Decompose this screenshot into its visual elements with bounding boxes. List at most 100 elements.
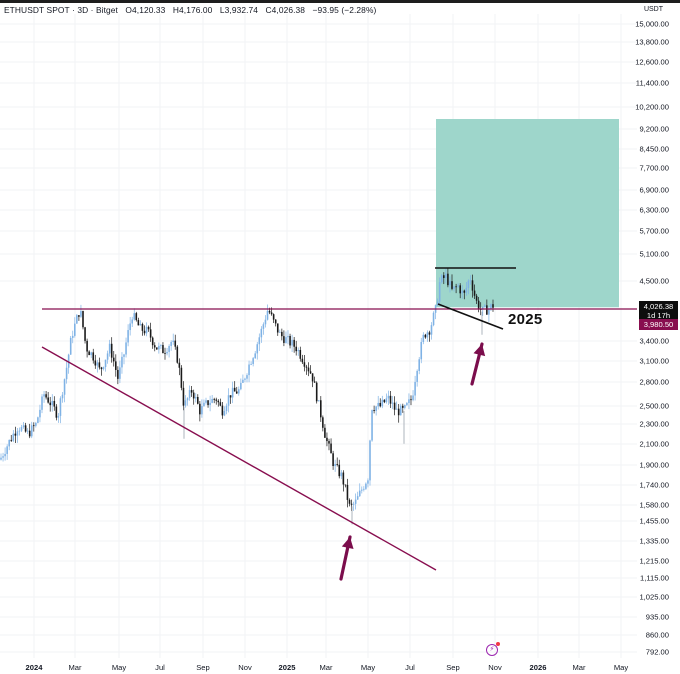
candle-body — [336, 464, 338, 465]
candle-body — [414, 381, 416, 396]
candle-body — [153, 345, 156, 348]
current-price-tag: 4,026.38 1d 17h — [639, 301, 678, 321]
candle-body — [94, 360, 97, 366]
candle-body — [135, 313, 138, 321]
price-axis-label: 7,700.00 — [639, 163, 669, 173]
candle-body — [65, 367, 68, 380]
price-axis[interactable]: USDT 15,000.00 13,800.00 12,600.00 11,400.0… — [635, 0, 680, 674]
candle-body — [53, 400, 56, 407]
horizontal-line-price-tag: 3,980.50 — [639, 319, 678, 330]
price-axis-label: 1,455.00 — [639, 516, 669, 526]
candle-body — [84, 327, 86, 341]
candle-body — [264, 319, 267, 325]
time-axis-label: May — [111, 663, 127, 672]
price-axis-label: 13,800.00 — [635, 37, 669, 47]
candle-body — [209, 402, 211, 406]
candle-body — [369, 440, 371, 481]
candle-body — [455, 286, 457, 288]
price-axis-label: 1,740.00 — [639, 480, 669, 490]
candle-body — [410, 399, 412, 401]
price-axis-label: 12,600.00 — [635, 57, 669, 67]
candle-body — [447, 273, 449, 286]
time-axis-label: May — [360, 663, 376, 672]
candle-body — [8, 439, 10, 447]
candle-body — [246, 375, 248, 379]
price-axis-label: 9,200.00 — [639, 124, 669, 134]
window-top-border — [0, 0, 680, 3]
candle-body — [297, 349, 300, 352]
legend-change: −93.95 (−2.28%) — [312, 5, 377, 15]
candle-body — [260, 328, 263, 338]
candle-body — [2, 456, 4, 458]
candle-body — [418, 359, 420, 371]
candle-body — [55, 406, 58, 418]
price-axis-label: 935.00 — [645, 612, 669, 622]
candle-body — [131, 319, 133, 324]
candle-body — [303, 362, 306, 367]
candle-body — [164, 353, 166, 354]
price-axis-label: 1,335.00 — [639, 536, 669, 546]
candle-body — [194, 397, 197, 399]
price-axis-label: 1,580.00 — [639, 500, 669, 510]
candle-body — [217, 400, 220, 403]
candle-body — [475, 295, 478, 301]
time-axis-label: 2024 — [25, 663, 43, 672]
candle-body — [334, 464, 336, 467]
time-axis-label: Nov — [238, 663, 252, 672]
candle-body — [274, 319, 277, 324]
candle-body — [45, 394, 47, 398]
price-axis-label: 2,500.00 — [639, 401, 669, 411]
candle-body — [281, 331, 283, 337]
candle-body — [287, 335, 289, 338]
candle-body — [416, 370, 418, 382]
candle-body — [422, 334, 425, 342]
candle-body — [110, 343, 113, 358]
candle-body — [0, 457, 2, 460]
candle-body — [223, 410, 226, 416]
legend-high: H4,176.00 — [172, 5, 213, 15]
time-axis-label: Mar — [68, 663, 82, 672]
candle-body — [445, 273, 447, 278]
candle-body — [293, 339, 295, 347]
candle-body — [139, 324, 142, 326]
candle-body — [248, 364, 250, 376]
candle-body — [86, 340, 88, 352]
candle-body — [358, 490, 361, 497]
candle-body — [332, 453, 334, 467]
candle-body — [88, 351, 90, 356]
time-axis-label: Sep — [446, 663, 460, 672]
candle-body — [315, 382, 318, 402]
candle-body — [227, 395, 230, 406]
candle-body — [172, 340, 174, 343]
candle-body — [301, 358, 304, 363]
candle-body — [436, 301, 439, 306]
candle-body — [457, 285, 459, 287]
candle-body — [326, 437, 328, 442]
lightning-icon[interactable]: ⚡ — [486, 642, 500, 656]
price-axis-label: 4,500.00 — [639, 276, 669, 286]
candle-body — [90, 352, 92, 356]
price-axis-label: 1,025.00 — [639, 592, 669, 602]
price-axis-label: 5,100.00 — [639, 249, 669, 259]
candle-body — [389, 395, 392, 404]
candle-body — [346, 484, 349, 500]
bar-countdown: 1d 17h — [646, 311, 671, 320]
candle-body — [215, 399, 218, 401]
candle-body — [385, 398, 388, 403]
candle-body — [477, 300, 480, 310]
candle-body — [387, 395, 390, 399]
current-price: 4,026.38 — [643, 302, 674, 311]
candle-body — [342, 472, 345, 485]
candle-body — [459, 285, 461, 294]
candle-body — [307, 367, 310, 372]
candle-body — [461, 290, 464, 294]
time-axis-label: Nov — [488, 663, 502, 672]
candle-body — [213, 398, 215, 400]
candle-body — [399, 405, 402, 416]
price-chart-plot[interactable] — [0, 0, 637, 660]
candle-body — [137, 320, 140, 326]
candle-body — [473, 290, 476, 296]
candle-body — [28, 430, 31, 437]
candle-body — [129, 323, 131, 331]
candle-body — [24, 425, 27, 432]
